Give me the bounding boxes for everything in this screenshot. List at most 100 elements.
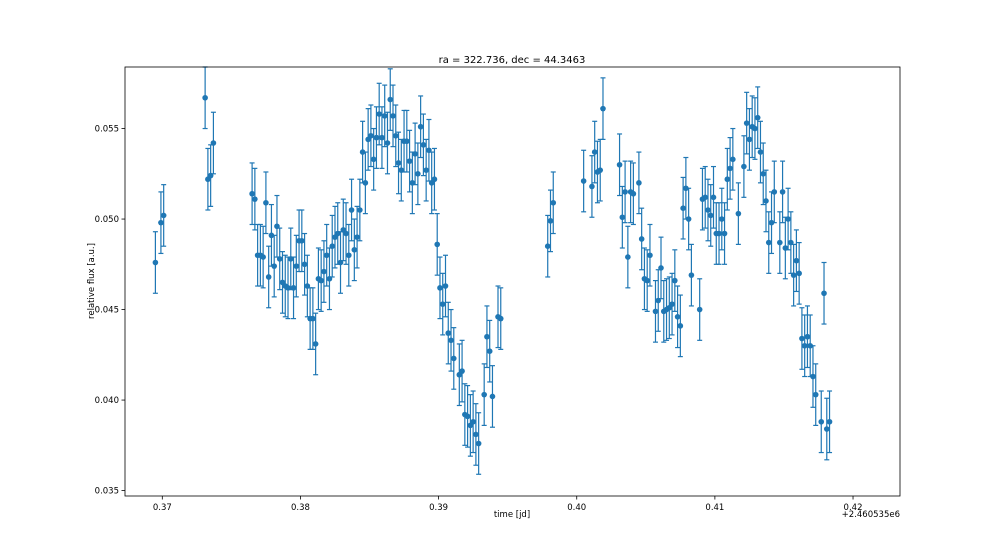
x-tick-label: 0.38 bbox=[291, 503, 310, 513]
marker bbox=[746, 136, 753, 143]
data-point-171 bbox=[823, 397, 830, 461]
data-point-142 bbox=[735, 182, 742, 245]
data-point-11 bbox=[260, 225, 266, 289]
data-point-141 bbox=[730, 127, 736, 191]
data-point-139 bbox=[724, 147, 731, 211]
data-point-163 bbox=[799, 307, 805, 370]
marker bbox=[420, 142, 427, 148]
marker bbox=[730, 156, 736, 163]
data-point-138 bbox=[721, 202, 728, 265]
marker bbox=[644, 277, 650, 284]
marker bbox=[392, 132, 399, 139]
marker bbox=[600, 105, 606, 112]
data-point-0 bbox=[152, 231, 159, 294]
data-point-89 bbox=[481, 363, 487, 427]
data-point-162 bbox=[796, 241, 802, 305]
marker bbox=[368, 132, 374, 139]
data-point-100 bbox=[591, 120, 598, 184]
x-tick-label: 0.40 bbox=[567, 503, 586, 513]
marker bbox=[404, 138, 410, 145]
data-point-2 bbox=[160, 184, 167, 247]
data-point-55 bbox=[381, 84, 388, 148]
data-point-91 bbox=[486, 319, 493, 383]
data-point-70 bbox=[423, 138, 429, 202]
data-point-54 bbox=[379, 106, 385, 169]
y-axis-label: relative flux [a.u.] bbox=[87, 243, 97, 319]
marker bbox=[718, 216, 725, 222]
marker bbox=[431, 176, 438, 183]
marker bbox=[434, 241, 441, 248]
marker bbox=[202, 94, 208, 101]
data-point-7 bbox=[249, 162, 255, 226]
data-point-87 bbox=[473, 403, 479, 466]
data-point-8 bbox=[252, 167, 258, 231]
x-axis: 0.37 0.38 0.39 0.40 0.41 0.42 bbox=[153, 496, 863, 513]
data-point-33 bbox=[321, 240, 327, 303]
marker bbox=[481, 391, 487, 398]
data-point-104 bbox=[616, 133, 623, 197]
data-point-42 bbox=[345, 223, 352, 287]
data-point-113 bbox=[644, 249, 650, 312]
data-point-129 bbox=[696, 278, 703, 341]
marker bbox=[359, 149, 366, 155]
marker bbox=[785, 216, 791, 222]
data-point-64 bbox=[406, 129, 413, 193]
marker bbox=[484, 333, 490, 340]
marker bbox=[486, 348, 493, 354]
marker bbox=[616, 161, 623, 168]
data-point-130 bbox=[699, 167, 706, 231]
data-point-106 bbox=[622, 160, 628, 224]
y-tick-label: 0.050 bbox=[95, 215, 119, 225]
data-point-76 bbox=[439, 272, 446, 336]
marker bbox=[683, 185, 689, 192]
data-point-127 bbox=[685, 187, 692, 251]
marker bbox=[550, 199, 557, 206]
data-point-21 bbox=[287, 227, 294, 291]
data-point-125 bbox=[680, 176, 686, 240]
data-point-4 bbox=[205, 147, 211, 211]
data-point-169 bbox=[818, 390, 825, 454]
marker bbox=[439, 301, 446, 307]
data-point-31 bbox=[315, 247, 322, 311]
data-point-82 bbox=[459, 339, 465, 403]
data-point-96 bbox=[547, 189, 554, 253]
marker bbox=[370, 156, 377, 163]
data-point-45 bbox=[354, 205, 360, 269]
marker bbox=[417, 123, 424, 130]
marker bbox=[619, 214, 626, 221]
marker bbox=[638, 236, 645, 242]
marker bbox=[804, 333, 811, 340]
marker bbox=[299, 237, 305, 244]
data-point-161 bbox=[793, 229, 800, 293]
data-point-75 bbox=[437, 256, 443, 320]
marker bbox=[779, 189, 786, 195]
data-point-51 bbox=[370, 127, 377, 191]
data-point-52 bbox=[373, 106, 380, 169]
data-point-29 bbox=[310, 287, 316, 350]
marker bbox=[702, 194, 709, 201]
data-point-36 bbox=[329, 214, 336, 278]
x-tick-label: 0.42 bbox=[844, 503, 863, 513]
marker bbox=[672, 277, 678, 284]
marker bbox=[412, 151, 418, 157]
data-point-154 bbox=[771, 160, 778, 224]
data-point-69 bbox=[420, 113, 427, 177]
marker bbox=[696, 306, 703, 313]
data-point-147 bbox=[752, 97, 758, 160]
data-point-114 bbox=[647, 223, 653, 287]
marker bbox=[544, 243, 551, 250]
marker bbox=[741, 163, 747, 170]
data-point-150 bbox=[760, 142, 767, 206]
marker bbox=[373, 134, 380, 141]
data-point-168 bbox=[812, 363, 819, 427]
marker bbox=[707, 212, 714, 219]
data-point-60 bbox=[395, 131, 402, 195]
data-point-78 bbox=[445, 301, 452, 365]
data-point-99 bbox=[589, 155, 595, 218]
marker bbox=[591, 149, 598, 155]
data-point-95 bbox=[544, 214, 551, 278]
data-point-73 bbox=[431, 147, 438, 211]
data-point-111 bbox=[638, 207, 645, 271]
data-point-149 bbox=[757, 120, 764, 184]
